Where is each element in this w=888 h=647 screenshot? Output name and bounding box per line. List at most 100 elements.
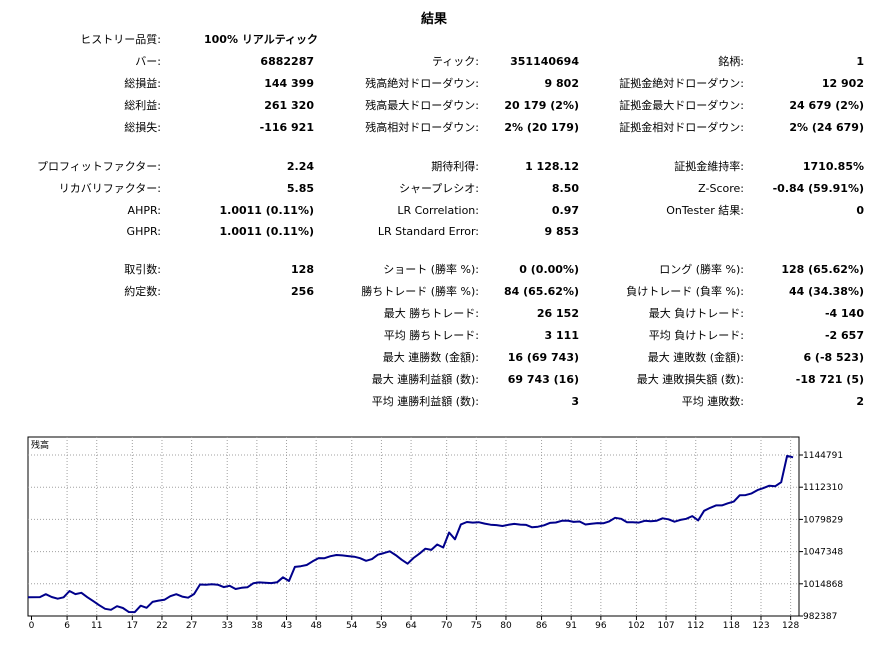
x-tick-label: 17 (127, 621, 138, 631)
stat-value: 128 (65.62%) (781, 263, 864, 276)
x-tick-label: 38 (251, 621, 263, 631)
stat-label: 最大 連勝利益額 (数): (371, 373, 479, 386)
stat-label: ショート (勝率 %): (383, 263, 479, 276)
stat-label: 最大 連勝数 (金額): (382, 351, 479, 364)
stat-label: 負けトレード (負率 %): (626, 285, 744, 298)
stat-value: 144 399 (264, 77, 314, 90)
stat-value: 351140694 (510, 55, 579, 68)
x-tick-label: 102 (628, 621, 645, 631)
stat-value: 9 802 (544, 77, 579, 90)
stat-label: バー: (135, 55, 161, 68)
x-tick-label: 80 (500, 621, 512, 631)
balance-line (27, 454, 794, 614)
x-tick-label: 128 (782, 621, 799, 631)
stat-value: 26 152 (536, 307, 579, 320)
x-tick-label: 123 (752, 621, 769, 631)
stat-label: 銘柄: (718, 55, 744, 68)
stat-value: 44 (34.38%) (788, 285, 864, 298)
stat-label: 平均 連敗数: (681, 395, 744, 408)
stat-value: 2.24 (286, 160, 314, 173)
x-tick-label: 86 (536, 621, 548, 631)
x-tick-label: 0 (29, 621, 35, 631)
stat-value: 84 (65.62%) (503, 285, 579, 298)
x-tick-label: 43 (281, 621, 292, 631)
stat-value: 12 902 (821, 77, 864, 90)
stat-value: 3 111 (544, 329, 579, 342)
x-tick-label: 27 (186, 621, 197, 631)
stat-label: OnTester 結果: (666, 204, 744, 217)
stat-value: 6882287 (260, 55, 314, 68)
stat-value: 1.0011 (0.11%) (219, 225, 315, 238)
x-tick-label: 107 (657, 621, 674, 631)
stat-label: プロフィットファクター: (36, 160, 161, 173)
stat-value: -2 657 (824, 329, 864, 342)
x-tick-label: 75 (471, 621, 482, 631)
stat-label: Z-Score: (698, 182, 744, 195)
stat-label: 総損益: (124, 77, 161, 90)
stat-label: 証拠金維持率: (674, 160, 744, 173)
stat-value: 6 (-8 523) (803, 351, 864, 364)
x-tick-label: 70 (441, 621, 453, 631)
stat-label: 証拠金絶対ドローダウン: (619, 77, 744, 90)
stat-label: 平均 連勝利益額 (数): (371, 395, 479, 408)
x-tick-label: 96 (595, 621, 607, 631)
y-tick-label: 1079829 (803, 515, 843, 525)
stat-label: 平均 勝ちトレード: (383, 329, 479, 342)
stat-value: 261 320 (264, 99, 314, 112)
chart-title: 残高 (31, 439, 49, 451)
stat-value: -4 140 (824, 307, 864, 320)
stat-value: 24 679 (2%) (789, 99, 864, 112)
stat-value: 3 (571, 395, 579, 408)
stat-label: 勝ちトレード (勝率 %): (361, 285, 479, 298)
x-tick-label: 6 (64, 621, 70, 631)
stat-label: シャープレシオ: (398, 182, 479, 195)
stat-label: AHPR: (127, 204, 161, 217)
stat-label: 総損失: (124, 121, 161, 134)
stat-value: 1 128.12 (525, 160, 579, 173)
stat-value: 0.97 (551, 204, 579, 217)
history-quality-value: 100% リアルティック (204, 33, 319, 46)
stat-value: 0 (856, 204, 864, 217)
y-tick-label: 1047348 (803, 548, 843, 558)
x-tick-label: 54 (346, 621, 358, 631)
stat-value: -18 721 (5) (795, 373, 864, 386)
stat-label: リカバリファクター: (58, 182, 161, 195)
y-tick-label: 1144791 (803, 451, 843, 461)
stat-value: 2% (24 679) (789, 121, 864, 134)
stat-value: -0.84 (59.91%) (772, 182, 864, 195)
stat-value: 9 853 (544, 225, 579, 238)
x-tick-label: 112 (687, 621, 704, 631)
report-title: 結果 (420, 12, 447, 27)
stat-label: 残高相対ドローダウン: (365, 121, 479, 134)
stat-value: 1 (856, 55, 864, 68)
stat-value: 69 743 (16) (507, 373, 579, 386)
stat-value: 8.50 (551, 182, 579, 195)
stat-label: 残高絶対ドローダウン: (365, 77, 479, 90)
history-quality-label: ヒストリー品質: (80, 33, 161, 46)
stat-label: 平均 負けトレード: (648, 329, 744, 342)
stat-value: 20 179 (2%) (504, 99, 579, 112)
stat-label: 最大 負けトレード: (648, 307, 744, 320)
stat-label: 期待利得: (431, 160, 479, 173)
y-tick-label: 1014868 (803, 580, 843, 590)
stat-label: LR Correlation: (397, 204, 479, 217)
stat-label: LR Standard Error: (377, 225, 479, 238)
x-tick-label: 91 (565, 621, 576, 631)
stat-label: 残高最大ドローダウン: (365, 99, 479, 112)
y-tick-label: 1112310 (803, 483, 843, 493)
stat-label: ロング (勝率 %): (659, 263, 744, 276)
stat-label: 証拠金最大ドローダウン: (619, 99, 744, 112)
stat-value: 256 (291, 285, 314, 298)
stat-label: ティック: (431, 55, 479, 68)
x-tick-label: 64 (405, 621, 417, 631)
stat-label: 総利益: (124, 99, 161, 112)
stat-value: 1710.85% (802, 160, 864, 173)
x-tick-label: 22 (156, 621, 167, 631)
stat-label: 証拠金相対ドローダウン: (619, 121, 744, 134)
stat-label: GHPR: (126, 225, 161, 238)
stat-label: 約定数: (124, 285, 161, 298)
stat-value: 128 (291, 263, 314, 276)
stat-label: 最大 連敗数 (金額): (647, 351, 744, 364)
stat-label: 最大 勝ちトレード: (383, 307, 479, 320)
